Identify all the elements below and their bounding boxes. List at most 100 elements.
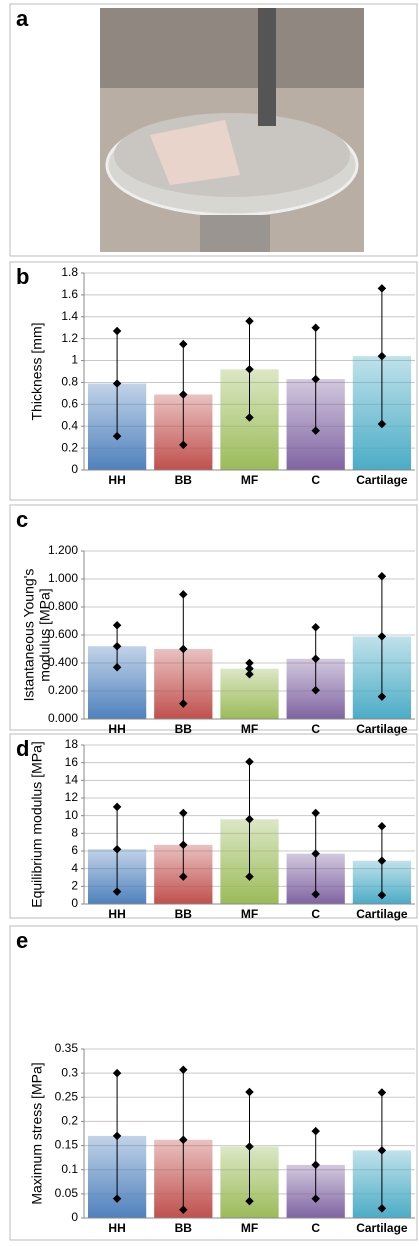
error-marker	[179, 590, 188, 599]
y-axis-label: modulus [MPa]	[37, 588, 53, 681]
y-tick-label: 0.25	[55, 1089, 79, 1103]
y-tick-label: 6	[71, 843, 78, 857]
y-axis-label: Equilibrium modulus [MPa]	[29, 741, 45, 908]
error-marker	[311, 686, 320, 695]
x-tick-label: HH	[108, 1221, 125, 1235]
y-tick-label: 1.200	[48, 543, 78, 557]
y-tick-label: 1.8	[61, 265, 78, 279]
y-tick-label: 0.8	[61, 375, 78, 389]
y-tick-label: 0.200	[48, 683, 78, 697]
x-tick-label: Cartilage	[356, 1221, 408, 1235]
panel-label: b	[16, 264, 29, 289]
error-marker	[245, 757, 254, 767]
error-marker	[311, 890, 320, 899]
error-marker	[245, 316, 254, 326]
y-tick-label: 0.1	[61, 1162, 78, 1176]
error-marker	[311, 323, 320, 332]
y-tick-label: 1.4	[61, 309, 78, 323]
error-marker	[311, 374, 320, 384]
x-tick-label: MF	[241, 1221, 258, 1235]
error-marker	[311, 1126, 320, 1136]
y-tick-label: 16	[65, 755, 79, 769]
error-marker	[112, 1068, 122, 1078]
error-marker	[311, 1194, 320, 1203]
x-tick-label: C	[311, 1221, 320, 1235]
error-marker	[112, 379, 122, 388]
y-tick-label: 0	[71, 462, 78, 476]
y-tick-label: 0.35	[55, 1041, 79, 1055]
x-tick-label: HH	[108, 473, 125, 487]
x-tick-label: BB	[175, 473, 193, 487]
error-marker	[245, 413, 254, 422]
error-marker	[112, 620, 122, 630]
y-tick-label: 14	[65, 773, 79, 787]
error-marker	[245, 1087, 254, 1097]
error-marker	[377, 890, 387, 900]
x-tick-label: C	[311, 907, 320, 921]
y-tick-label: 0.3	[61, 1065, 78, 1079]
y-tick-label: 0.05	[55, 1186, 79, 1200]
error-marker	[377, 856, 387, 865]
panel-box	[9, 733, 418, 919]
x-tick-label: C	[311, 722, 320, 736]
panel-label: a	[16, 6, 29, 31]
error-marker	[377, 571, 387, 581]
y-axis-label: Thickness [mm]	[29, 322, 45, 420]
error-marker	[377, 822, 387, 831]
error-marker	[377, 1146, 387, 1155]
y-tick-label: 18	[65, 737, 79, 751]
panel-box	[9, 261, 418, 501]
y-tick-label: 0.600	[48, 627, 78, 641]
x-tick-label: MF	[241, 473, 258, 487]
sample	[150, 120, 240, 185]
y-tick-label: 0	[71, 1210, 78, 1224]
y-tick-label: 1.000	[48, 571, 78, 585]
y-tick-label: 8	[71, 826, 78, 840]
x-tick-label: BB	[175, 907, 193, 921]
y-tick-label: 1.6	[61, 287, 78, 301]
x-tick-label: BB	[175, 1221, 193, 1235]
x-tick-label: BB	[175, 722, 193, 736]
y-tick-label: 0.800	[48, 599, 78, 613]
error-marker	[179, 390, 188, 399]
indenter	[258, 8, 276, 126]
error-marker	[311, 808, 320, 818]
error-marker	[179, 440, 188, 450]
y-tick-label: 4	[71, 861, 78, 875]
photo-background	[100, 8, 364, 88]
x-tick-label: MF	[241, 907, 258, 921]
error-marker	[112, 326, 122, 336]
x-tick-label: Cartilage	[356, 473, 408, 487]
panel-label: e	[16, 928, 28, 953]
y-axis-label: Maximum stress [MPa]	[29, 1062, 45, 1204]
panel-box	[9, 925, 418, 1241]
error-marker	[311, 1160, 320, 1170]
error-marker	[377, 692, 387, 701]
stand	[200, 215, 270, 252]
y-tick-label: 0.2	[61, 1114, 78, 1128]
x-tick-label: MF	[241, 722, 258, 736]
error-marker	[377, 419, 387, 429]
error-marker	[377, 284, 387, 293]
error-marker	[179, 339, 188, 349]
panel-label: c	[16, 507, 28, 532]
panel-label: d	[16, 736, 29, 761]
y-tick-label: 1	[71, 353, 78, 367]
y-axis-label: Istantaneous Young's	[21, 569, 37, 702]
error-marker	[311, 623, 320, 632]
x-tick-label: Cartilage	[356, 722, 408, 736]
error-marker	[377, 1088, 387, 1097]
error-marker	[112, 802, 122, 812]
y-tick-label: 2	[71, 879, 78, 893]
x-tick-label: C	[311, 473, 320, 487]
x-tick-label: HH	[108, 722, 125, 736]
error-marker	[311, 849, 320, 858]
panel-box	[9, 3, 418, 257]
error-marker	[377, 632, 387, 641]
error-marker	[245, 365, 254, 374]
error-marker	[311, 426, 320, 435]
y-tick-label: 1.2	[61, 331, 78, 345]
error-marker	[377, 1204, 387, 1213]
y-tick-label: 0.4	[61, 418, 78, 432]
